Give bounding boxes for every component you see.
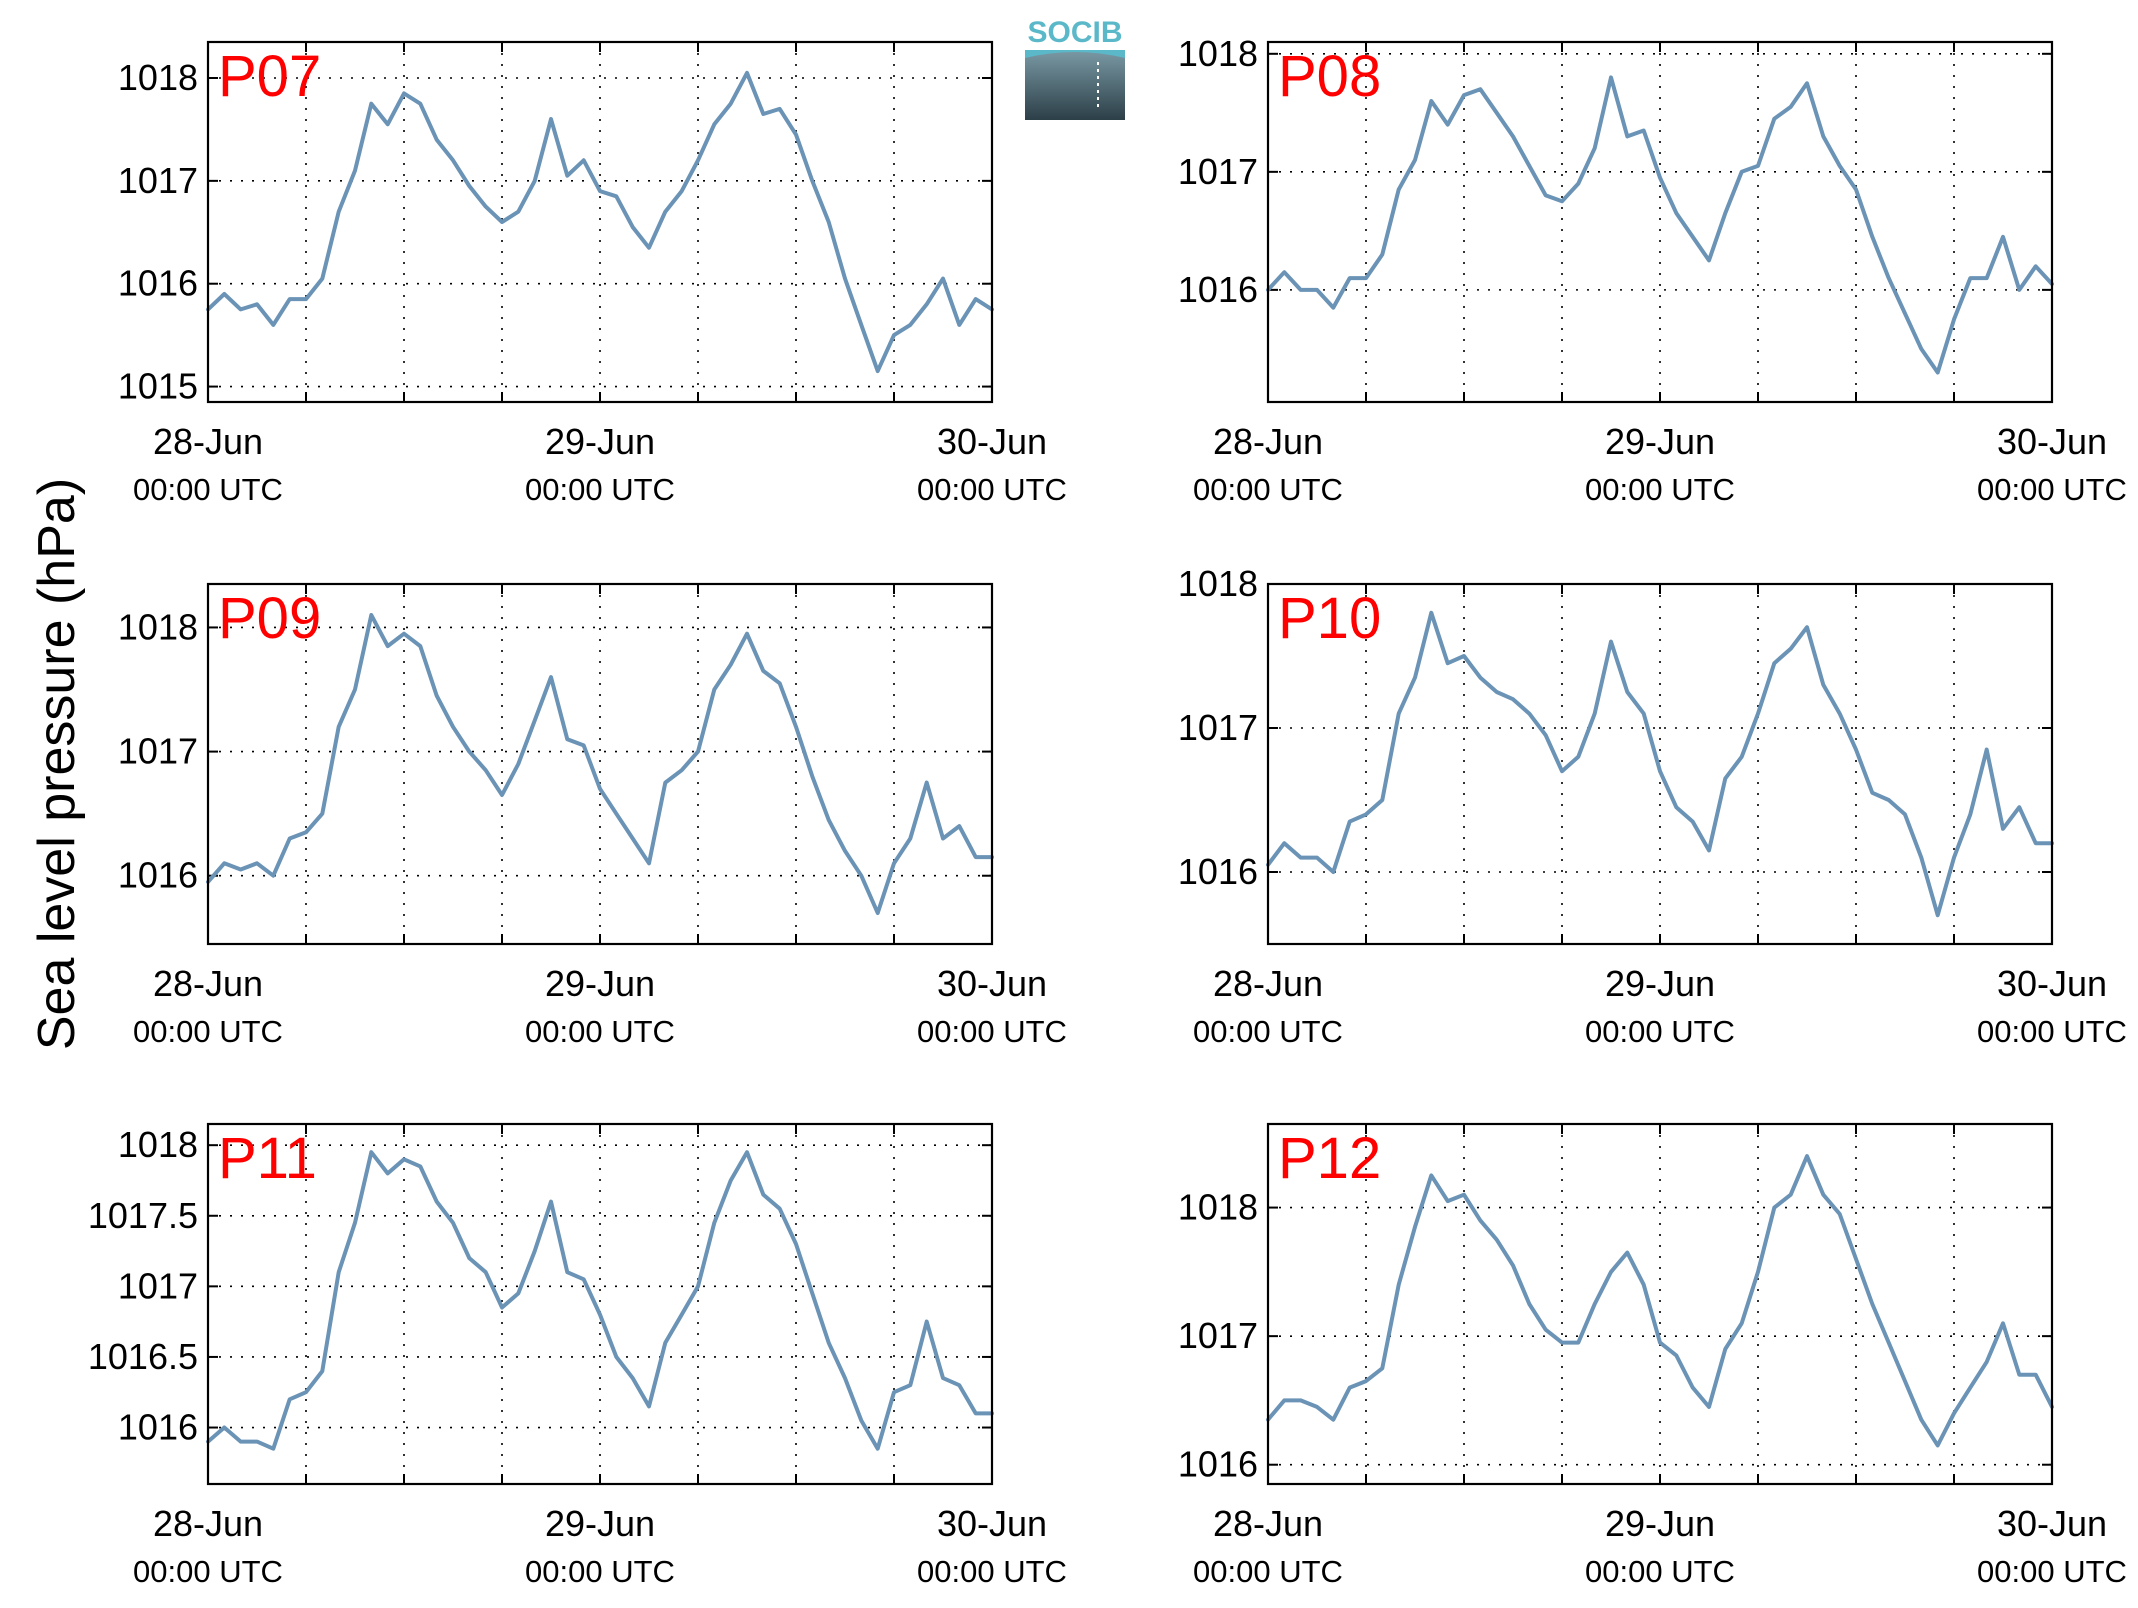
panel-p10: 1016 1017 1018 28-Jun 00:00 UTC 29-Jun 00:00 U… bbox=[1178, 563, 2127, 1049]
panel-title: P08 bbox=[1278, 44, 1381, 109]
x-tick-label-time: 00:00 UTC bbox=[525, 1014, 675, 1049]
x-tick-label-date: 30-Jun bbox=[1997, 421, 2107, 462]
x-tick-label-date: 30-Jun bbox=[937, 1503, 1047, 1544]
y-tick-label: 1018 bbox=[118, 606, 198, 647]
y-tick-label: 1018 bbox=[1178, 33, 1258, 74]
x-tick-label-time: 00:00 UTC bbox=[1585, 1014, 1735, 1049]
x-tick-label-date: 28-Jun bbox=[153, 421, 263, 462]
x-tick-label-date: 29-Jun bbox=[545, 1503, 655, 1544]
y-tick-label: 1016 bbox=[1178, 851, 1258, 892]
x-tick-label-date: 28-Jun bbox=[153, 963, 263, 1004]
x-tick-label-date: 30-Jun bbox=[937, 421, 1047, 462]
x-tick-label-date: 28-Jun bbox=[1213, 963, 1323, 1004]
x-tick-label-time: 00:00 UTC bbox=[917, 1554, 1067, 1589]
x-tick-label-date: 29-Jun bbox=[1605, 421, 1715, 462]
series-line-p07 bbox=[206, 70, 994, 374]
x-tick-label-date: 29-Jun bbox=[1605, 963, 1715, 1004]
y-tick-label: 1017 bbox=[118, 731, 198, 772]
panel-title: P09 bbox=[218, 586, 321, 651]
y-tick-label: 1016 bbox=[118, 855, 198, 896]
panel-p08: 1016 1017 1018 28-Jun 00:00 UTC 29-Jun 00:00 U… bbox=[1178, 33, 2127, 507]
x-tick-label-date: 28-Jun bbox=[153, 1503, 263, 1544]
y-tick-label: 1017 bbox=[118, 1265, 198, 1306]
y-tick-label: 1015 bbox=[118, 366, 198, 407]
series-line-p11 bbox=[206, 1150, 994, 1451]
axes-frame bbox=[1266, 40, 2054, 404]
panel-title: P07 bbox=[218, 44, 321, 109]
x-tick-label-time: 00:00 UTC bbox=[133, 1014, 283, 1049]
x-tick-label-date: 29-Jun bbox=[545, 421, 655, 462]
series-line-p10 bbox=[1266, 610, 2054, 918]
series-line-p12 bbox=[1266, 1154, 2054, 1448]
panel-p12: 1016 1017 1018 28-Jun 00:00 UTC 29-Jun 00:00 U… bbox=[1178, 1122, 2127, 1589]
x-tick-label-time: 00:00 UTC bbox=[1585, 1554, 1735, 1589]
y-tick-label: 1016 bbox=[118, 1407, 198, 1448]
y-tick-label: 1017.5 bbox=[88, 1195, 198, 1236]
panel-title: P10 bbox=[1278, 586, 1381, 651]
y-tick-label: 1017 bbox=[1178, 1315, 1258, 1356]
x-tick-label-time: 00:00 UTC bbox=[1977, 1554, 2127, 1589]
socib-logo: SOCIB bbox=[1025, 16, 1125, 120]
x-tick-label-time: 00:00 UTC bbox=[1977, 472, 2127, 507]
series-line-p08 bbox=[1266, 75, 2054, 375]
x-tick-label-time: 00:00 UTC bbox=[1585, 472, 1735, 507]
panels: 1015 1016 1017 1018 28-Jun 00:00 UTC 29-Jun 00:… bbox=[88, 33, 2127, 1589]
y-tick-label: 1018 bbox=[118, 1124, 198, 1165]
axes-frame bbox=[206, 1122, 994, 1486]
x-tick-label-date: 30-Jun bbox=[1997, 963, 2107, 1004]
y-axis-label: Sea level pressure (hPa) bbox=[28, 478, 86, 1050]
x-tick-label-date: 28-Jun bbox=[1213, 421, 1323, 462]
axes-frame bbox=[1266, 1122, 2054, 1486]
panel-title: P11 bbox=[218, 1126, 317, 1191]
y-tick-label: 1016 bbox=[118, 263, 198, 304]
x-tick-label-date: 30-Jun bbox=[1997, 1503, 2107, 1544]
axes-frame bbox=[1266, 582, 2054, 946]
x-tick-label-time: 00:00 UTC bbox=[917, 1014, 1067, 1049]
y-tick-label: 1017 bbox=[1178, 151, 1258, 192]
series-line-p09 bbox=[206, 613, 994, 915]
logo-text: SOCIB bbox=[1027, 16, 1122, 49]
x-tick-label-date: 29-Jun bbox=[1605, 1503, 1715, 1544]
y-tick-label: 1018 bbox=[118, 57, 198, 98]
x-tick-label-time: 00:00 UTC bbox=[133, 1554, 283, 1589]
x-tick-label-date: 30-Jun bbox=[937, 963, 1047, 1004]
y-tick-label: 1017 bbox=[1178, 707, 1258, 748]
panel-title: P12 bbox=[1278, 1126, 1381, 1191]
y-tick-label: 1017 bbox=[118, 160, 198, 201]
x-tick-label-time: 00:00 UTC bbox=[525, 472, 675, 507]
x-tick-label-time: 00:00 UTC bbox=[1193, 472, 1343, 507]
x-tick-label-time: 00:00 UTC bbox=[917, 472, 1067, 507]
y-tick-label: 1016 bbox=[1178, 269, 1258, 310]
y-tick-label: 1016.5 bbox=[88, 1336, 198, 1377]
axes-frame bbox=[206, 40, 994, 404]
y-tick-label: 1016 bbox=[1178, 1444, 1258, 1485]
panel-p07: 1015 1016 1017 1018 28-Jun 00:00 UTC 29-Jun 00:… bbox=[118, 40, 1067, 507]
x-tick-label-date: 28-Jun bbox=[1213, 1503, 1323, 1544]
x-tick-label-time: 00:00 UTC bbox=[525, 1554, 675, 1589]
y-tick-label: 1018 bbox=[1178, 563, 1258, 604]
panel-p11: 1016 1016.5 1017 1017.5 1018 28-Jun 00:00 UTC 2… bbox=[88, 1122, 1067, 1589]
y-tick-label: 1018 bbox=[1178, 1187, 1258, 1228]
x-tick-label-date: 29-Jun bbox=[545, 963, 655, 1004]
panel-p09: 1016 1017 1018 28-Jun 00:00 UTC 29-Jun 00:00 U… bbox=[118, 582, 1067, 1049]
x-tick-label-time: 00:00 UTC bbox=[1193, 1554, 1343, 1589]
x-tick-label-time: 00:00 UTC bbox=[133, 472, 283, 507]
x-tick-label-time: 00:00 UTC bbox=[1193, 1014, 1343, 1049]
axes-frame bbox=[206, 582, 994, 946]
x-tick-label-time: 00:00 UTC bbox=[1977, 1014, 2127, 1049]
